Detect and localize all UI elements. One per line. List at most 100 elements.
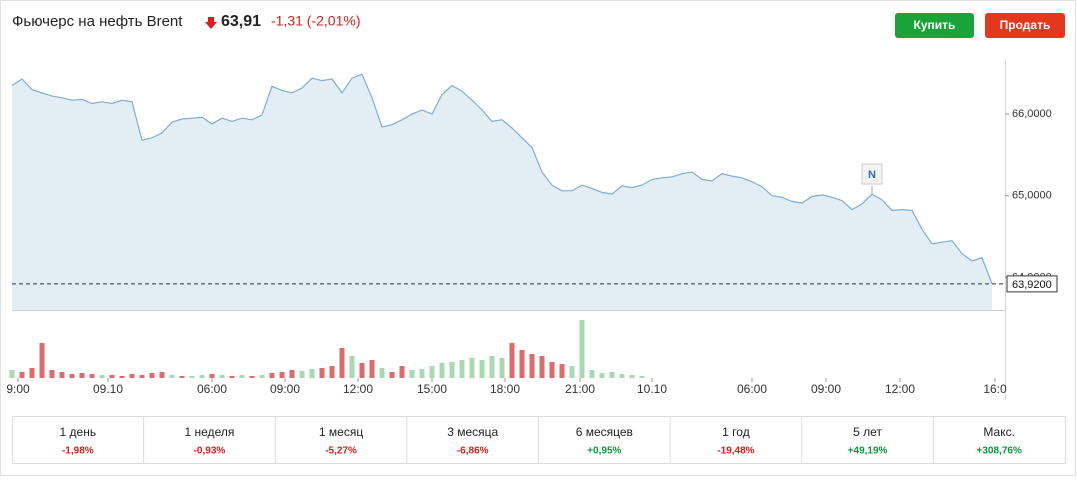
volume-bar <box>499 358 505 378</box>
volume-bar <box>549 362 555 378</box>
annotation-box <box>861 163 883 185</box>
volume-bar <box>189 376 195 378</box>
volume-bar <box>579 320 585 378</box>
volume-bar <box>439 363 445 378</box>
volume-bar <box>639 376 645 378</box>
period-label: 1 неделя <box>185 425 235 439</box>
period-change: -1,98% <box>62 446 94 457</box>
x-tick-label: 15:00 <box>417 382 447 396</box>
y-tick-label: 65,0000 <box>1012 190 1052 202</box>
price: 63,91 <box>221 13 261 30</box>
volume-bar <box>469 358 475 378</box>
x-tick-label: 06:00 <box>737 382 767 396</box>
period-change: +0,95% <box>587 446 621 457</box>
volume-bar <box>29 368 35 378</box>
volume-bar <box>239 375 245 378</box>
volume-bar <box>119 376 125 378</box>
volume-bar <box>129 374 135 378</box>
sell-button[interactable] <box>985 13 1065 38</box>
volume-bar <box>39 343 45 378</box>
volume-bar <box>599 373 605 378</box>
x-tick-label: 10.10 <box>637 382 667 396</box>
period-change: +49,19% <box>848 446 888 457</box>
period-label: Макс. <box>983 425 1015 439</box>
last-price-box <box>1006 275 1058 293</box>
volume-bar <box>19 372 25 378</box>
volume-bar <box>289 370 295 378</box>
x-tick-label: 09:00 <box>270 382 300 396</box>
volume-bar <box>99 375 105 378</box>
volume-bar <box>59 372 65 378</box>
volume-bar <box>229 376 235 378</box>
volume-bar <box>319 368 325 378</box>
volume-bar <box>619 374 625 378</box>
x-tick-label: 09.10 <box>93 382 123 396</box>
volume-bar <box>109 375 115 378</box>
period-change: -19,48% <box>717 446 754 457</box>
buy-label[interactable]: Купить <box>914 18 956 32</box>
volume-bar <box>309 369 315 378</box>
period-label: 6 месяцев <box>576 425 633 439</box>
volume-bar <box>329 366 335 378</box>
volume-bar <box>349 356 355 378</box>
x-tick-label: 09:00 <box>811 382 841 396</box>
volume-bar <box>559 364 565 378</box>
x-tick-label: 9:00 <box>6 382 30 396</box>
period-label: 1 день <box>60 425 97 439</box>
volume-bar <box>149 373 155 378</box>
volume-bar <box>169 375 175 378</box>
change: -1,31 (-2,01%) <box>271 13 360 29</box>
buy-button[interactable] <box>895 13 974 38</box>
volume-bar <box>479 360 485 378</box>
x-tick-label: 16:0 <box>983 382 1007 396</box>
period-label: 5 лет <box>853 425 882 439</box>
volume-bar <box>459 360 465 378</box>
period-change: +308,76% <box>977 446 1022 457</box>
volume-bar <box>279 372 285 378</box>
x-tick-label: 12:00 <box>343 382 373 396</box>
volume-bar <box>269 373 275 378</box>
volume-bar <box>489 356 495 378</box>
volume-bar <box>69 374 75 378</box>
period-change: -6,86% <box>457 446 489 457</box>
volume-bar <box>199 375 205 378</box>
x-tick-label: 12:00 <box>885 382 915 396</box>
period-label: 3 месяца <box>447 425 498 439</box>
volume-bar <box>529 354 535 378</box>
volume-bar <box>219 375 225 378</box>
x-tick-label: 18:00 <box>490 382 520 396</box>
volume-bar <box>449 362 455 378</box>
volume-bar <box>539 356 545 378</box>
down-arrow <box>205 17 217 29</box>
area <box>12 74 992 310</box>
volume-bar <box>379 368 385 378</box>
volume-bar <box>399 366 405 378</box>
volume-bar <box>299 371 305 378</box>
annotation-label: N <box>868 169 876 181</box>
volume-bar <box>209 374 215 378</box>
period-change: -5,27% <box>325 446 357 457</box>
x-tick-label: 21:00 <box>565 382 595 396</box>
volume-bar <box>249 376 255 378</box>
line <box>11 73 993 285</box>
volume-bar <box>79 373 85 378</box>
volume-bar <box>179 376 185 378</box>
volume-bar <box>9 370 15 378</box>
volume-bar <box>159 372 165 378</box>
volume-bar <box>569 366 575 378</box>
x-tick-label: 06:00 <box>197 382 227 396</box>
volume-bar <box>429 366 435 378</box>
volume-bar <box>509 343 515 378</box>
volume-bar <box>409 370 415 378</box>
volume-bar <box>339 348 345 378</box>
volume-bar <box>629 375 635 378</box>
volume-bar <box>389 372 395 378</box>
volume-bar <box>89 374 95 378</box>
last-price-label: 63,9200 <box>1012 279 1052 291</box>
volume-bar <box>609 372 615 378</box>
sell-label[interactable]: Продать <box>1000 18 1051 32</box>
period-change: -0,93% <box>194 446 226 457</box>
volume-bar <box>419 369 425 378</box>
title: Фьючерс на нефть Brent <box>12 13 183 30</box>
